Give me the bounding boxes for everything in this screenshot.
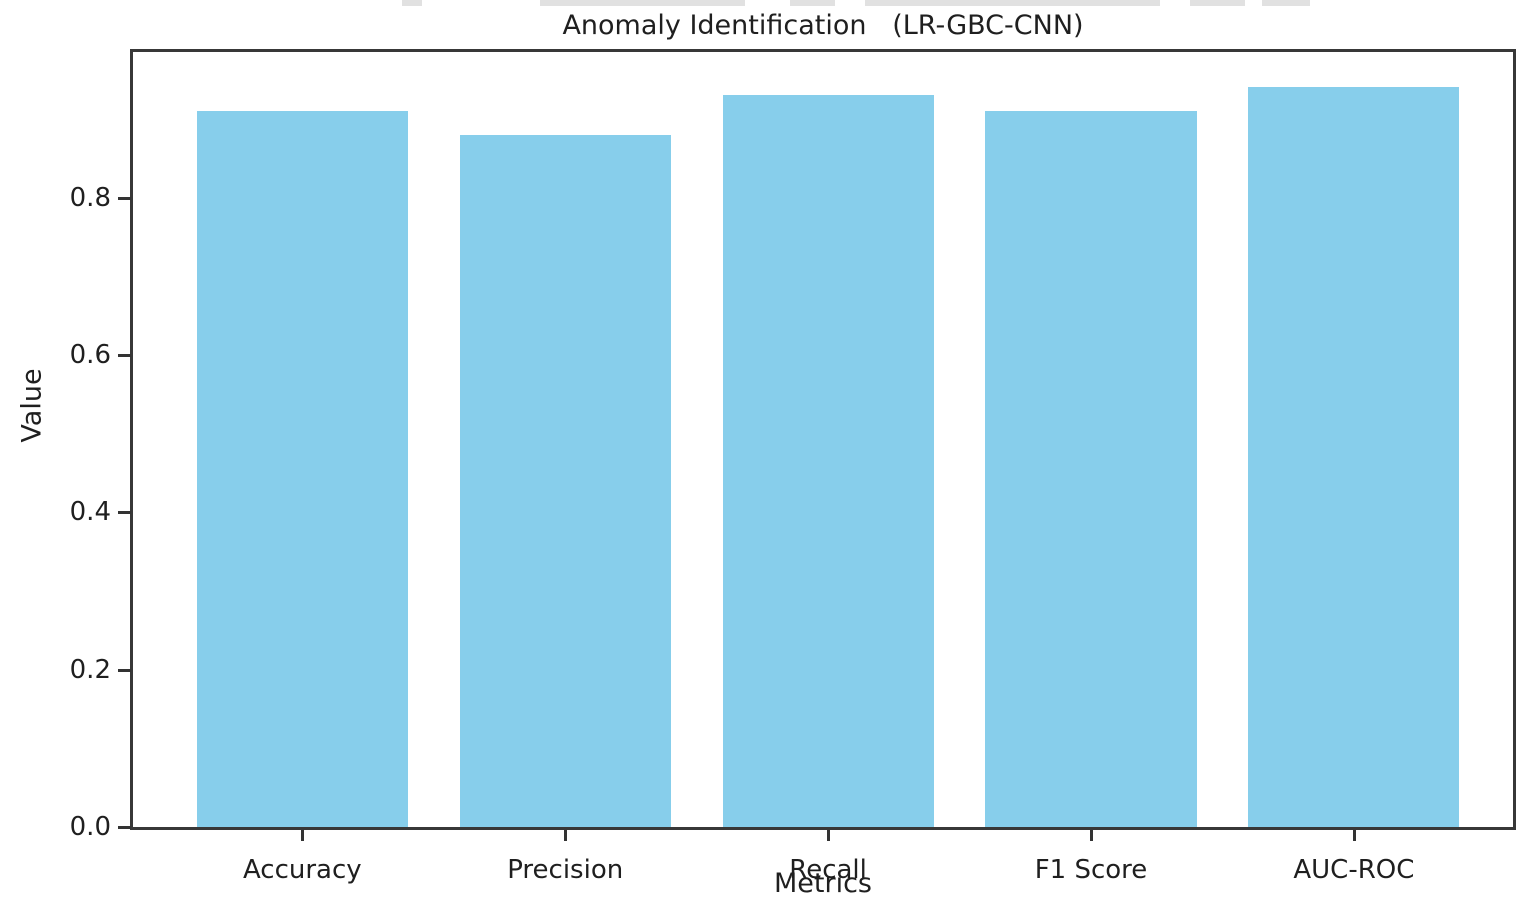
x-tick-label-auc-roc: AUC-ROC [1293, 855, 1415, 885]
y-tick-mark [118, 511, 131, 515]
y-tick-mark [118, 196, 131, 200]
y-tick-label-0.6: 0.6 [69, 339, 111, 370]
cropped-text-artifact [1262, 0, 1310, 6]
x-tick-label-accuracy: Accuracy [242, 855, 362, 885]
plot-area: Accuracy Precision Recall F1 Score AUC-ROC 0.… [70, 49, 1516, 885]
bar-precision [459, 134, 671, 827]
bar-recall [722, 95, 934, 827]
x-tick-label-recall: Recall [789, 855, 867, 885]
cropped-text-artifact [790, 0, 835, 6]
x-tick-mark [1089, 830, 1093, 841]
bar-f1-score [985, 111, 1197, 827]
cropped-text-artifact [1190, 0, 1245, 6]
x-tick-label-f1-score: F1 Score [1034, 855, 1148, 885]
y-tick-mark [118, 353, 131, 357]
bar-auc-roc [1248, 87, 1460, 827]
x-tick-mark [1352, 830, 1356, 841]
y-tick-label-0.8: 0.8 [69, 182, 111, 213]
cropped-text-artifact [865, 0, 1160, 6]
x-tick-mark [827, 830, 831, 841]
cropped-text-artifact [540, 0, 745, 6]
x-axis-label: Metrics [773, 868, 872, 899]
y-tick-mark [118, 668, 131, 672]
y-tick-mark [118, 826, 131, 829]
x-tick-mark [564, 830, 568, 841]
chart-title: Anomaly Identification (LR-GBC-CNN) [562, 10, 1084, 41]
bar-accuracy [196, 111, 408, 827]
x-tick-label-precision: Precision [507, 855, 624, 885]
y-tick-label-0.2: 0.2 [69, 654, 111, 685]
cropped-text-artifact [402, 0, 422, 6]
x-tick-mark [301, 830, 305, 841]
y-tick-label-0.4: 0.4 [69, 497, 111, 528]
y-tick-label-0.0: 0.0 [69, 812, 111, 842]
